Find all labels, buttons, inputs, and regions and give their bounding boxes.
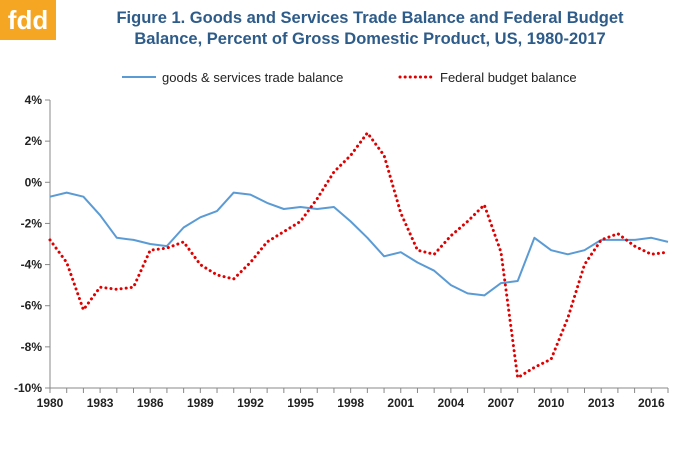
- fdd-logo: fdd: [0, 0, 56, 40]
- x-tick-label: 2004: [438, 396, 465, 410]
- legend: goods & services trade balance Federal bu…: [122, 70, 577, 85]
- chart-title-line-2: Balance, Percent of Gross Domestic Produ…: [134, 30, 606, 48]
- x-tick-label: 2013: [588, 396, 615, 410]
- legend-label-budget-balance: Federal budget balance: [440, 70, 577, 85]
- x-tick-label: 2007: [488, 396, 515, 410]
- chart-title: Figure 1. Goods and Services Trade Balan…: [70, 8, 670, 50]
- series-line-budget-balance: [48, 131, 670, 380]
- legend-label-trade-balance: goods & services trade balance: [162, 70, 343, 85]
- x-tick-label: 2016: [638, 396, 665, 410]
- x-tick-label: 1992: [237, 396, 264, 410]
- series-group: [48, 131, 670, 380]
- x-tick-label: 1983: [87, 396, 114, 410]
- y-tick-label: 2%: [25, 134, 43, 148]
- y-tick-label: -4%: [21, 258, 43, 272]
- axes: 4% 2% 0% -2% -4% -6% -8% -10%1980 1983 1986 1989 19…: [14, 93, 669, 410]
- x-tick-label: 1995: [287, 396, 314, 410]
- y-tick-label: -8%: [21, 340, 43, 354]
- x-tick-label: 2010: [538, 396, 565, 410]
- y-tick-label: -2%: [21, 216, 43, 230]
- y-tick-label: -10%: [14, 381, 42, 395]
- chart-title-line-1: Figure 1. Goods and Services Trade Balan…: [116, 9, 624, 27]
- x-tick-label: 2001: [387, 396, 414, 410]
- x-tick-label: 1986: [137, 396, 164, 410]
- y-tick-label: 0%: [25, 175, 43, 189]
- x-tick-label: 1989: [187, 396, 214, 410]
- y-tick-label: 4%: [25, 93, 43, 107]
- series-line-trade-balance: [49, 191, 669, 297]
- x-tick-label: 1980: [37, 396, 64, 410]
- x-tick-label: 1998: [337, 396, 364, 410]
- y-tick-label: -6%: [21, 299, 43, 313]
